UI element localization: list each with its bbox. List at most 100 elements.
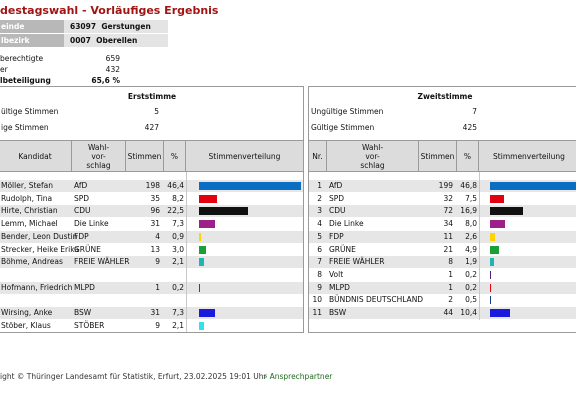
vote-bar: [490, 207, 523, 216]
invalid-votes-label: Ungültige Stimmen: [311, 107, 384, 116]
percent-value: 7,3: [172, 219, 184, 229]
row-number: 10: [312, 295, 322, 305]
party-name: Die Linke: [74, 219, 109, 229]
candidate-name: Böhme, Andreas: [1, 257, 63, 267]
header-stimmen: Stimmen: [419, 141, 457, 171]
candidate-name: Hofmann, Friedrich: [1, 282, 73, 292]
party-name: CDU: [74, 206, 91, 216]
contact-link[interactable]: » Ansprechpartner: [263, 372, 332, 381]
candidate-name: Wirsing, Anke: [1, 308, 53, 317]
row-number: 7: [317, 257, 322, 267]
info-row: einde 63097 Gerstungen: [0, 20, 168, 34]
table-row: Hirte, Christian CDU 96 22,5: [0, 205, 303, 218]
contact-link-label: Ansprechpartner: [269, 372, 333, 381]
votes-value: 21: [443, 244, 453, 254]
party-name: FREIE WÄHLER: [74, 257, 130, 267]
erststimme-panel: Erststimme ültige Stimmen 5 ige Stimmen …: [0, 86, 304, 333]
table-row: Bender, Leon Dustin FDP 4 0,9: [0, 230, 303, 243]
header-label: schlag: [360, 160, 385, 170]
header-label: Nr.: [312, 151, 323, 161]
votes-value: 8: [448, 257, 453, 267]
copyright-text: ight © Thüringer Landesamt für Statistik…: [0, 372, 267, 381]
row-number: 3: [317, 206, 322, 216]
stats-value: 65,6 %: [91, 76, 120, 85]
table-row: Lemm, Michael Die Linke 31 7,3: [0, 218, 303, 230]
header-prozent: %: [164, 141, 186, 171]
percent-value: 46,4: [167, 181, 184, 190]
party-name: AfD: [74, 181, 88, 190]
vote-bar: [199, 207, 249, 216]
invalid-votes-row: Ungültige Stimmen 7: [311, 105, 477, 119]
vote-bar: [199, 220, 216, 229]
table-row: 8 Volt 1 0,2: [309, 269, 576, 281]
page-title: destagswahl - Vorläufiges Ergebnis: [0, 4, 219, 17]
votes-value: 44: [443, 308, 453, 317]
percent-value: 7,5: [465, 193, 477, 203]
zweitstimme-table-header: Nr. Wahl- vor- schlag Stimmen % Stimmenv…: [309, 140, 576, 172]
header-label: Wahl-: [361, 142, 384, 152]
info-label: einde: [0, 20, 64, 34]
votes-value: 31: [150, 308, 160, 317]
row-number: 4: [317, 219, 322, 229]
header-verteilung: Stimmenverteilung: [186, 141, 303, 171]
votes-value: 13: [150, 244, 160, 254]
vote-bar: [490, 270, 491, 279]
table-row: 7 FREIE WÄHLER 8 1,9: [309, 256, 576, 269]
header-label: %: [463, 151, 472, 161]
percent-value: 4,9: [465, 244, 477, 254]
percent-value: 8,2: [172, 193, 184, 203]
votes-value: 199: [438, 181, 453, 190]
votes-value: 72: [443, 206, 453, 216]
valid-votes-row: ige Stimmen 427: [1, 121, 163, 135]
percent-value: 2,1: [172, 320, 184, 330]
invalid-votes-value: 5: [154, 107, 159, 116]
row-number: 9: [317, 282, 322, 292]
percent-value: 16,9: [460, 206, 477, 216]
percent-value: 8,0: [465, 219, 477, 229]
percent-value: 46,8: [460, 181, 477, 190]
votes-value: 35: [150, 193, 160, 203]
row-number: 2: [317, 193, 322, 203]
info-value: 0007 Oberellen: [64, 33, 168, 47]
percent-value: 0,2: [172, 282, 184, 292]
percent-value: 0,5: [465, 295, 477, 305]
candidate-name: Lemm, Michael: [1, 219, 58, 229]
votes-value: 34: [443, 219, 453, 229]
party-name: BSW: [329, 308, 347, 317]
stats-row: er 432: [0, 64, 124, 75]
column-divider: [186, 172, 187, 332]
vote-bar: [199, 309, 216, 317]
erststimme-title: Erststimme: [127, 92, 177, 101]
votes-value: 32: [443, 193, 453, 203]
table-row: 3 CDU 72 16,9: [309, 205, 576, 218]
row-number: 6: [317, 244, 322, 254]
vote-bar: [199, 194, 218, 203]
table-row: Hofmann, Friedrich MLPD 1 0,2: [0, 281, 303, 294]
vote-bar: [490, 194, 505, 203]
zweitstimme-title: Zweitstimme: [417, 92, 473, 101]
party-name: BSW: [74, 308, 92, 317]
header-label: %: [170, 151, 179, 161]
erststimme-table-header: Kandidat Wahl- vor- schlag Stimmen % Sti…: [0, 140, 303, 172]
vote-bar: [490, 182, 576, 190]
info-row: lbezirk 0007 Oberellen: [0, 33, 168, 47]
header-label: schlag: [86, 160, 111, 170]
header-verteilung: Stimmenverteilung: [479, 141, 576, 171]
party-name: SPD: [329, 193, 345, 203]
info-name: Oberellen: [96, 36, 138, 45]
info-code: 63097: [70, 22, 97, 31]
vote-bar: [490, 309, 510, 317]
stats-row: berechtigte 659: [0, 53, 124, 64]
vote-bar: [199, 182, 301, 190]
percent-value: 2,1: [172, 257, 184, 267]
votes-value: 1: [155, 282, 160, 292]
percent-value: 0,2: [465, 282, 477, 292]
candidate-name: Hirte, Christian: [1, 206, 58, 216]
stats-label: berechtigte: [0, 54, 44, 63]
percent-value: 3,0: [172, 244, 184, 254]
info-label: lbezirk: [0, 33, 64, 47]
votes-value: 11: [443, 231, 453, 241]
party-name: CDU: [329, 206, 346, 216]
table-row: 2 SPD 32 7,5: [309, 193, 576, 205]
votes-value: 1: [448, 269, 453, 279]
